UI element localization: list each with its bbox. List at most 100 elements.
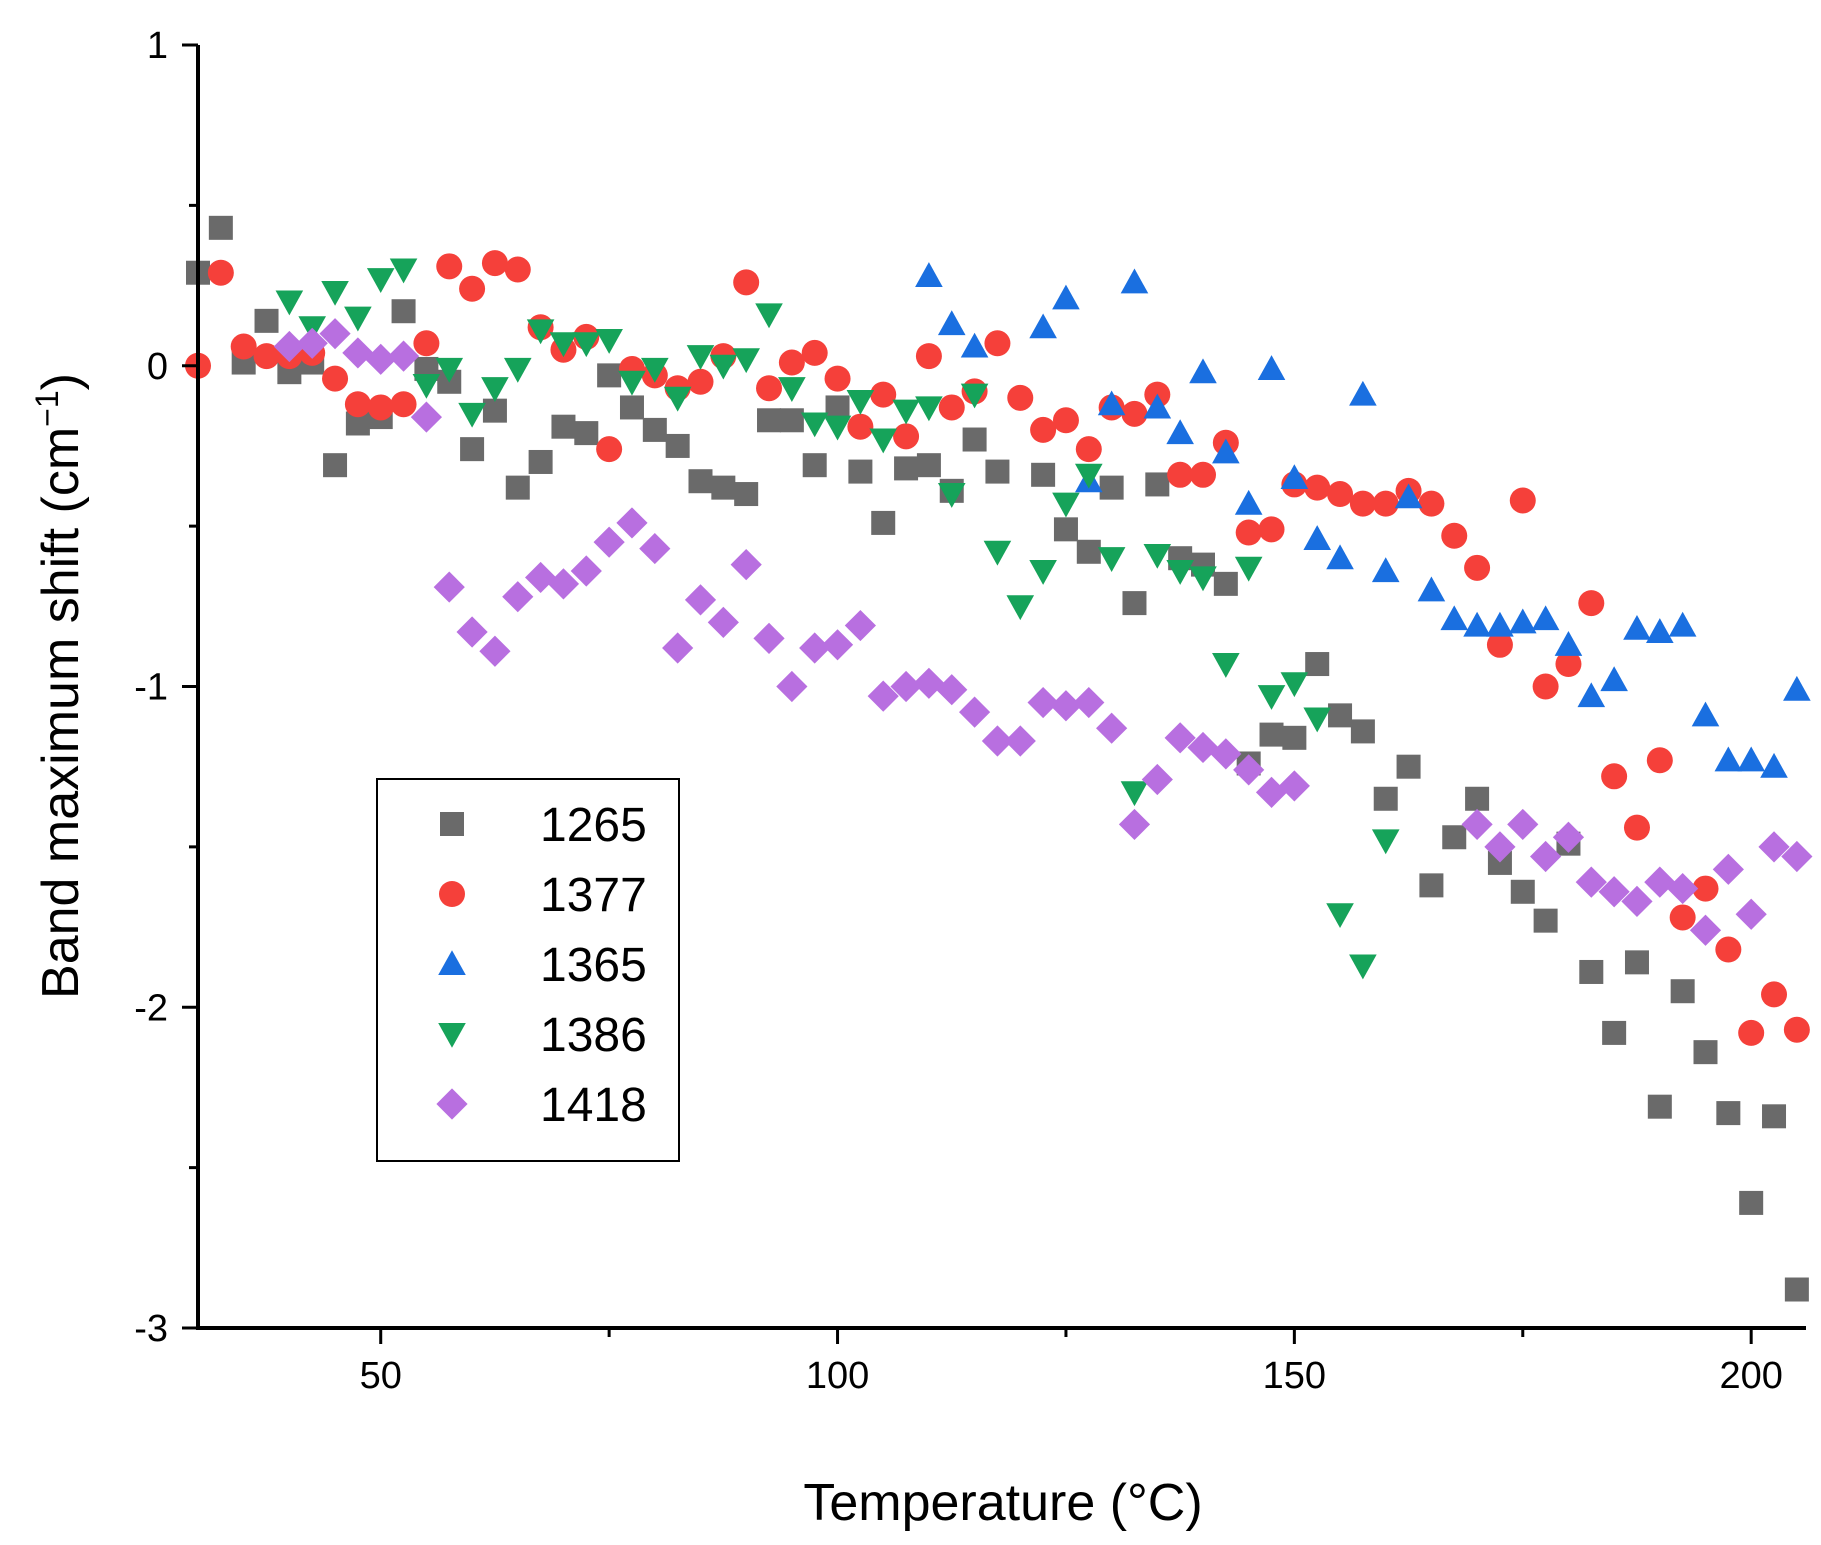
data-point-1418 (502, 581, 534, 613)
data-point-1386 (618, 370, 646, 396)
data-point-1418 (456, 616, 488, 648)
data-point-1377 (1121, 400, 1148, 427)
data-point-1386 (1143, 543, 1172, 569)
data-point-1365 (1257, 355, 1286, 380)
data-point-1265 (1031, 462, 1056, 487)
data-point-1265 (597, 363, 622, 388)
data-point-1265 (574, 421, 599, 446)
data-point-1386 (869, 428, 898, 454)
data-point-1365 (1097, 390, 1126, 416)
data-point-1418 (1735, 898, 1767, 930)
data-point-1265 (894, 456, 919, 481)
data-point-1418 (890, 670, 922, 703)
data-point-1377 (1030, 416, 1057, 443)
data-point-1365 (1783, 675, 1811, 701)
data-point-1377 (1646, 747, 1673, 774)
data-point-1386 (526, 319, 555, 345)
data-point-1418 (547, 568, 580, 600)
data-point-1386 (1280, 672, 1309, 698)
data-point-1386 (1006, 595, 1035, 621)
data-point-1365 (937, 310, 966, 336)
legend-marker-1365 (438, 950, 466, 976)
data-point-1377 (1623, 814, 1650, 841)
data-point-1386 (915, 396, 943, 422)
data-point-1418 (593, 526, 625, 558)
data-point-1265 (985, 459, 1010, 484)
data-point-1265 (1373, 786, 1398, 811)
data-point-1265 (482, 398, 507, 423)
data-point-1418 (821, 629, 854, 661)
data-point-1418 (1530, 840, 1562, 873)
data-point-1386 (1371, 829, 1400, 855)
data-point-1377 (1601, 763, 1628, 790)
data-point-1418 (913, 667, 945, 699)
data-point-1386 (1052, 492, 1080, 518)
data-point-1265 (1762, 1104, 1787, 1129)
data-point-1377 (756, 375, 783, 402)
data-point-1377 (390, 391, 417, 418)
data-point-1377 (1007, 384, 1034, 411)
data-point-1265 (1579, 959, 1604, 984)
data-point-1418 (319, 318, 351, 350)
data-point-1386 (275, 290, 304, 316)
data-point-1386 (937, 483, 966, 508)
data-point-1365 (1760, 752, 1788, 778)
data-point-1365 (1120, 268, 1149, 294)
data-point-1418 (1598, 876, 1630, 908)
data-point-1265 (460, 437, 485, 462)
data-point-1418 (1141, 763, 1173, 796)
data-point-1377 (322, 365, 349, 392)
data-point-1386 (435, 357, 464, 383)
data-point-1265 (323, 453, 348, 478)
y-axis-title-close: ) (32, 373, 90, 390)
data-point-1386 (572, 332, 601, 358)
data-point-1365 (1417, 576, 1446, 602)
data-point-1386 (344, 306, 372, 332)
data-point-1365 (1371, 557, 1400, 583)
data-point-1365 (1394, 483, 1423, 509)
data-point-1365 (1646, 618, 1674, 644)
data-point-1265 (1784, 1277, 1809, 1302)
data-point-1386 (641, 357, 669, 383)
data-point-1418 (844, 609, 876, 642)
data-point-1265 (1099, 475, 1124, 500)
data-point-1265 (711, 475, 736, 500)
data-point-1386 (892, 399, 920, 425)
data-point-1418 (1507, 808, 1539, 841)
data-point-1386 (663, 386, 692, 412)
data-point-1265 (1328, 703, 1353, 728)
data-point-1265 (391, 299, 416, 324)
data-point-1365 (1349, 380, 1377, 406)
data-point-1418 (1461, 808, 1493, 841)
y-axis-title-superscript: −1 (29, 390, 65, 426)
data-point-1418 (1210, 738, 1242, 770)
data-point-1365 (1737, 746, 1765, 772)
x-tick-label: 50 (360, 1355, 402, 1397)
data-point-1265 (254, 308, 279, 333)
data-point-1377 (984, 330, 1011, 357)
data-point-1386 (1326, 903, 1354, 929)
data-point-1265 (1350, 719, 1375, 744)
data-point-1265 (1533, 908, 1558, 933)
data-point-1386 (755, 303, 783, 329)
data-point-1377 (344, 391, 371, 418)
data-point-1265 (802, 453, 827, 478)
data-point-1377 (1167, 461, 1194, 488)
data-point-1386 (549, 332, 578, 358)
data-point-1265 (1647, 1094, 1672, 1119)
data-point-1377 (1418, 490, 1445, 517)
data-point-1418 (1712, 853, 1744, 885)
legend-box (376, 778, 680, 1162)
data-point-1265 (528, 449, 553, 474)
data-point-1386 (960, 383, 989, 409)
y-axis-title-main: Band maximum shift (cm (32, 427, 90, 999)
data-point-1418 (1187, 731, 1219, 764)
data-point-1365 (1143, 393, 1172, 419)
data-point-1418 (1073, 686, 1105, 719)
data-point-1418 (1118, 808, 1151, 841)
data-point-1418 (410, 401, 443, 433)
data-point-1418 (479, 635, 511, 667)
data-point-1386 (1166, 559, 1194, 585)
data-point-1418 (730, 549, 762, 581)
data-point-1418 (958, 696, 991, 728)
